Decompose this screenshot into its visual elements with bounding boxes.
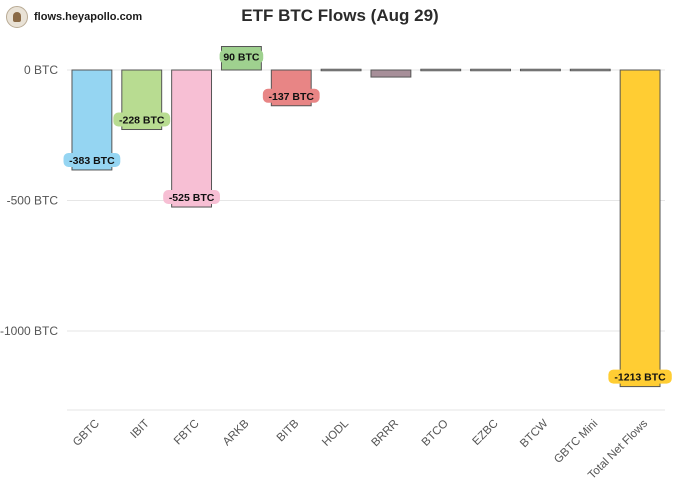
x-tick-label: IBIT: [128, 418, 151, 441]
x-tick-label: EZBC: [471, 418, 501, 448]
x-tick-label: BTCW: [518, 418, 551, 451]
bar-ezbc[interactable]: [470, 68, 512, 72]
x-tick-label: ARKB: [221, 417, 252, 448]
data-label-bg: [219, 49, 264, 64]
data-label-arkb: 90 BTC: [223, 52, 260, 64]
bar-brrr[interactable]: [370, 69, 412, 78]
apollo-logo-icon: [6, 6, 28, 28]
data-label-bg: [163, 190, 220, 205]
bar-hodl[interactable]: [320, 68, 362, 72]
brand[interactable]: flows.heyapollo.com: [6, 6, 142, 28]
x-tick-label: GBTC: [71, 418, 102, 449]
data-label-ibit: -228 BTC: [119, 115, 165, 127]
bars: [71, 46, 661, 388]
bar-gbtc-mini[interactable]: [569, 68, 611, 72]
x-tick-label: BTCO: [420, 418, 451, 449]
data-label-bg: [63, 152, 121, 167]
brand-url[interactable]: flows.heyapollo.com: [34, 11, 143, 23]
y-tick-label: -500 BTC: [7, 194, 59, 208]
data-label-bitb: -137 BTC: [268, 91, 314, 103]
data-label-gbtc: -383 BTC: [69, 155, 115, 167]
x-tick-label: BITB: [275, 417, 302, 444]
bar-fbtc[interactable]: [171, 69, 213, 208]
data-label-total-net-flows: -1213 BTC: [614, 372, 666, 384]
chart-title: ETF BTC Flows (Aug 29): [241, 6, 439, 25]
y-axis-ticks: 0 BTC -500 BTC -1000 BTC: [0, 63, 58, 338]
data-label-bg: [113, 112, 171, 127]
data-labels: -383 BTC -228 BTC -525 BTC 90 BTC -137 BTC -1…: [63, 49, 672, 384]
data-label-bg: [608, 369, 672, 384]
data-label-fbtc: -525 BTC: [169, 192, 215, 204]
x-tick-label: BRRR: [370, 418, 402, 450]
x-tick-label: GBTC Mini: [552, 418, 600, 466]
x-tick-label: HODL: [320, 417, 352, 449]
bar-btcw[interactable]: [519, 68, 561, 72]
y-tick-label: 0 BTC: [24, 63, 58, 77]
data-label-bg: [262, 88, 320, 103]
x-tick-label: FBTC: [172, 418, 202, 448]
bar-btco[interactable]: [420, 68, 462, 72]
x-axis-ticks: GBTC IBIT FBTC ARKB BITB HODL BRRR BTCO EZBC BTCW…: [71, 417, 650, 481]
bar-total-net-flows[interactable]: [619, 69, 661, 388]
y-tick-label: -1000 BTC: [0, 324, 58, 338]
